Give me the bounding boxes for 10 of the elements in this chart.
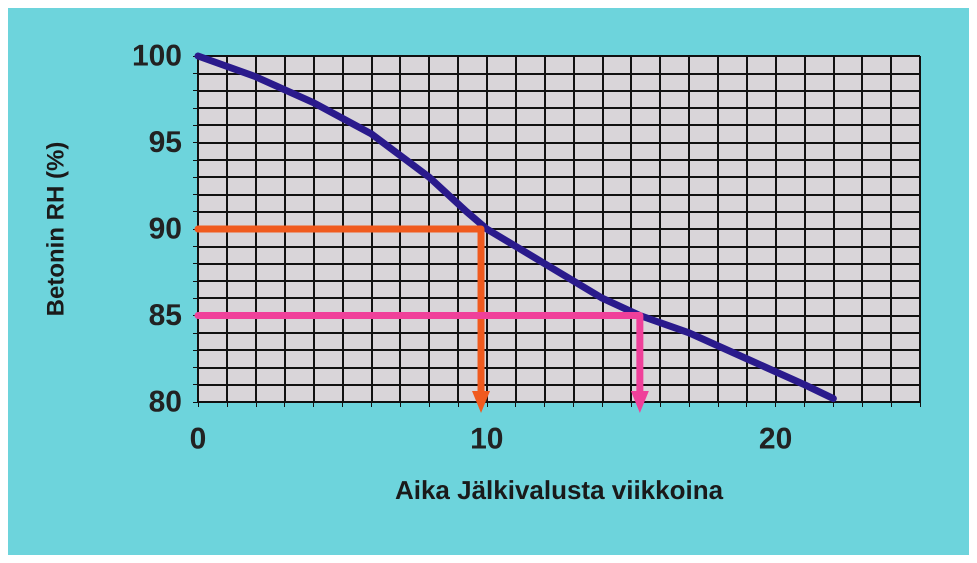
- x-tick-label: 0: [190, 422, 206, 456]
- y-tick-label: 85: [148, 299, 182, 332]
- y-tick-label: 80: [148, 386, 182, 418]
- y-tick-label: 95: [148, 126, 182, 159]
- x-tick-label: 20: [758, 422, 792, 456]
- y-axis-title: Betonin RH (%): [42, 142, 70, 316]
- y-tick-label: 100: [132, 40, 182, 72]
- x-axis-title: Aika Jälkivalusta viikkoina: [394, 475, 724, 505]
- x-tick-label: 10: [470, 422, 504, 456]
- y-tick-label: 90: [148, 212, 182, 246]
